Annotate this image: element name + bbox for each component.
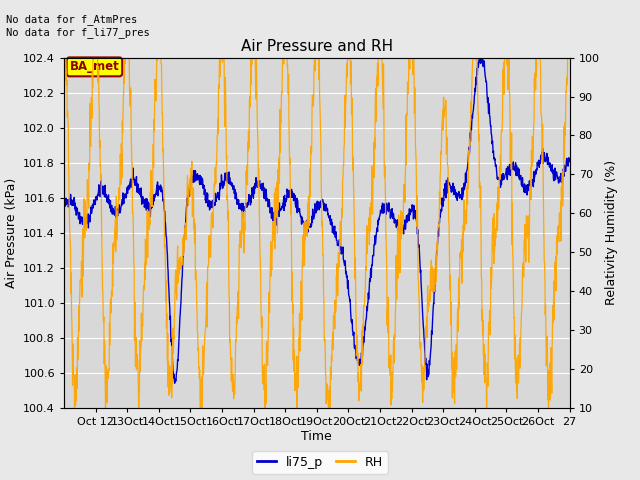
Text: No data for f_AtmPres
No data for f_li77_pres: No data for f_AtmPres No data for f_li77…	[6, 14, 150, 38]
Legend: li75_p, RH: li75_p, RH	[252, 451, 388, 474]
X-axis label: Time: Time	[301, 430, 332, 443]
Title: Air Pressure and RH: Air Pressure and RH	[241, 39, 393, 54]
Text: BA_met: BA_met	[70, 60, 119, 73]
Y-axis label: Relativity Humidity (%): Relativity Humidity (%)	[605, 160, 618, 305]
Y-axis label: Air Pressure (kPa): Air Pressure (kPa)	[4, 178, 17, 288]
